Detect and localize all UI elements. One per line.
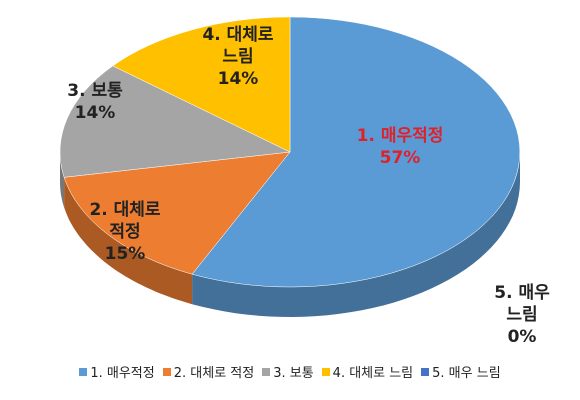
label-category: 2. 대체로 적정 [89, 200, 161, 242]
slice-side [64, 177, 193, 305]
label-value: 0% [507, 327, 537, 347]
legend-label: 2. 대체로 적정 [173, 366, 255, 381]
label-category: 3. 보통 [67, 81, 123, 101]
label-value: 14% [217, 69, 259, 89]
data-label: 1. 매우적정 57% [335, 125, 465, 169]
slice [112, 16, 291, 153]
legend-swatch [79, 367, 88, 376]
legend-item: 4. 대체로 느림 [321, 362, 414, 381]
legend-label: 4. 대체로 느림 [332, 366, 414, 381]
legend-swatch [321, 367, 330, 376]
legend: 1. 매우적정 2. 대체로 적정 3. 보통 4. 대체로 느림 5. 매우 느림 [0, 362, 580, 381]
legend-swatch [421, 367, 430, 376]
data-label: 4. 대체로 느림 14% [193, 24, 283, 90]
legend-item: 3. 보통 [262, 362, 314, 381]
slice [63, 151, 291, 275]
legend-item: 1. 매우적정 [79, 362, 155, 381]
data-label: 2. 대체로 적정 15% [80, 199, 170, 265]
data-label: 3. 보통 14% [50, 80, 140, 124]
slice-side [192, 152, 520, 317]
label-value: 14% [74, 103, 116, 123]
legend-label: 3. 보통 [273, 366, 314, 381]
legend-label: 5. 매우 느림 [432, 366, 501, 381]
legend-item: 2. 대체로 적정 [162, 362, 255, 381]
label-value: 15% [104, 244, 146, 264]
label-value: 57% [379, 148, 421, 168]
legend-swatch [162, 367, 171, 376]
label-category: 1. 매우적정 [356, 126, 444, 146]
data-label: 5. 매우 느림 0% [492, 282, 552, 348]
label-category: 5. 매우 느림 [494, 283, 550, 325]
legend-item: 5. 매우 느림 [421, 362, 501, 381]
legend-label: 1. 매우적정 [90, 366, 155, 381]
slice [59, 65, 291, 178]
label-category: 4. 대체로 느림 [202, 25, 274, 67]
slice [191, 16, 521, 288]
legend-swatch [262, 367, 271, 376]
